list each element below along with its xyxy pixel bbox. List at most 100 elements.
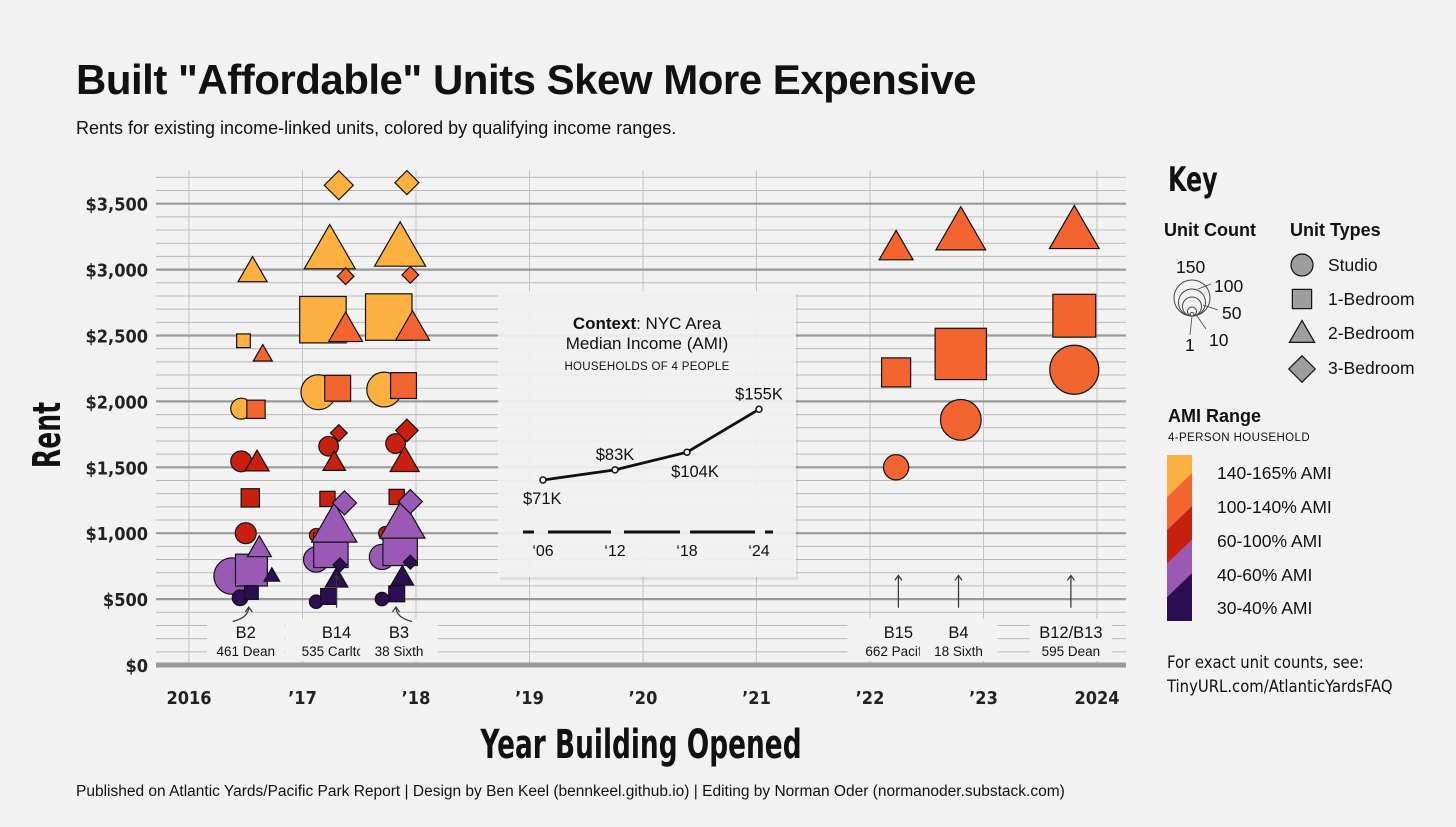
key-graphics (1167, 253, 1317, 621)
data-point-1br (388, 585, 406, 603)
ami-label-140-165: 140-165% AMI (1217, 463, 1332, 483)
ami-gradient-band (1167, 473, 1192, 530)
x-tick-label: ’20 (629, 688, 658, 709)
y-tick-label: $1,000 (86, 524, 149, 545)
building-arrow-head (1066, 574, 1075, 581)
x-axis-title: Year Building Opened (480, 721, 802, 767)
x-tick-label: ’23 (969, 688, 998, 709)
data-point-2br (321, 449, 347, 472)
ami-gradient-band (1167, 455, 1192, 497)
inset-subtitle: HOUSEHOLDS OF 4 PEOPLE (564, 361, 729, 373)
x-tick-label: ’21 (742, 688, 771, 709)
data-point-2br (934, 205, 987, 251)
data-point-3br (397, 488, 424, 515)
building-arrow-head (894, 574, 903, 581)
building-arrow-head (332, 574, 341, 581)
x-tick-label: ’22 (856, 688, 885, 709)
data-point-2br (390, 564, 415, 586)
data-point-3br (332, 557, 348, 573)
ami-income-label: $83K (596, 446, 635, 464)
building-address: 535 Carlton (302, 644, 372, 659)
data-point-studio (882, 454, 910, 481)
data-point-studio (939, 398, 982, 441)
ami-gradient-band (1167, 573, 1192, 621)
ami-label-60-100: 60-100% AMI (1217, 531, 1323, 551)
ami-label-40-60: 40-60% AMI (1217, 565, 1313, 585)
building-arrow-head (244, 605, 253, 613)
inset-title: Context: NYC Area (573, 314, 722, 333)
ami-income-point (755, 405, 763, 414)
inset-x-tick: ‘06 (532, 543, 553, 560)
unit-type-studio: Studio (1328, 255, 1378, 275)
data-point-1br (389, 372, 418, 400)
data-point-2br (378, 497, 427, 539)
three-bedroom-key-icon (1287, 354, 1317, 384)
ami-range-heading: AMI Range (1168, 406, 1262, 426)
ami-income-label: $104K (671, 463, 719, 481)
building-address: 461 Dean (216, 644, 275, 659)
unit-count-label-1: 1 (1185, 335, 1195, 355)
unit-type-2br: 2-Bedroom (1328, 323, 1415, 343)
data-point-1br (320, 587, 338, 606)
data-point-2br (1048, 204, 1101, 250)
unit-type-1br: 1-Bedroom (1328, 289, 1415, 309)
inset-x-tick: ‘18 (676, 543, 697, 560)
key-panel: Key Unit Count 150 100 50 10 1 Unit Type… (1162, 160, 1452, 720)
building-code: B15 (884, 624, 913, 642)
unit-type-3br: 3-Bedroom (1328, 358, 1415, 378)
data-point-studio (1049, 344, 1100, 395)
data-point-studio (234, 522, 257, 545)
y-tick-label: $3,500 (86, 195, 149, 216)
data-point-studio (374, 591, 390, 607)
unit-count-leader (1197, 283, 1212, 290)
footnote-line-1: For exact unit counts, see: (1167, 653, 1364, 672)
data-point-2br (394, 309, 431, 341)
studio-key-icon (1290, 253, 1314, 277)
unit-count-heading: Unit Count (1164, 220, 1256, 240)
y-axis-title: Rent (25, 402, 70, 468)
unit-count-label-150: 150 (1176, 257, 1206, 277)
data-point-3br (323, 169, 355, 201)
ami-income-label: $71K (523, 490, 562, 508)
data-point-2br (263, 566, 281, 582)
data-point-3br (394, 169, 420, 196)
unit-types-heading: Unit Types (1290, 220, 1381, 240)
data-point-3br (402, 554, 419, 570)
ami-income-point (611, 466, 619, 474)
ami-income-point (683, 448, 691, 456)
building-code: B2 (236, 624, 256, 642)
building-arrow-head (391, 605, 400, 613)
building-address: 38 Sixth (375, 644, 424, 659)
building-label-bg (919, 619, 998, 661)
ami-label-100-140: 100-140% AMI (1217, 497, 1332, 517)
data-point-3br (394, 418, 420, 443)
unit-count-leader (1189, 315, 1193, 336)
data-point-1br (240, 488, 261, 508)
data-point-2br (310, 501, 358, 543)
inset-x-tick: ‘24 (748, 543, 769, 560)
building-label-bg (206, 619, 285, 661)
footnote-link[interactable]: TinyURL.com/AtlanticYardsFAQ (1167, 677, 1393, 696)
data-point-1br (1052, 293, 1097, 338)
data-point-2br (303, 223, 357, 270)
data-point-1br (246, 399, 266, 420)
data-point-3br (329, 423, 349, 443)
data-point-1br (236, 333, 251, 349)
key-title: Key (1168, 160, 1218, 200)
unit-count-label-50: 50 (1222, 303, 1242, 323)
x-tick-label: ’17 (288, 688, 317, 709)
data-point-3br (336, 266, 355, 286)
data-point-1br (934, 327, 988, 381)
data-point-2br (327, 310, 364, 343)
points-layer (213, 169, 1101, 610)
building-arrow (395, 606, 413, 623)
data-point-1br (880, 357, 912, 388)
unit-count-leader (1196, 315, 1207, 330)
building-address: 662 Pacific (865, 644, 931, 659)
data-point-2br (246, 534, 273, 558)
building-code: B12/B13 (1039, 624, 1102, 642)
unit-count-label-10: 10 (1209, 330, 1229, 350)
y-tick-label: $1,500 (86, 458, 149, 479)
